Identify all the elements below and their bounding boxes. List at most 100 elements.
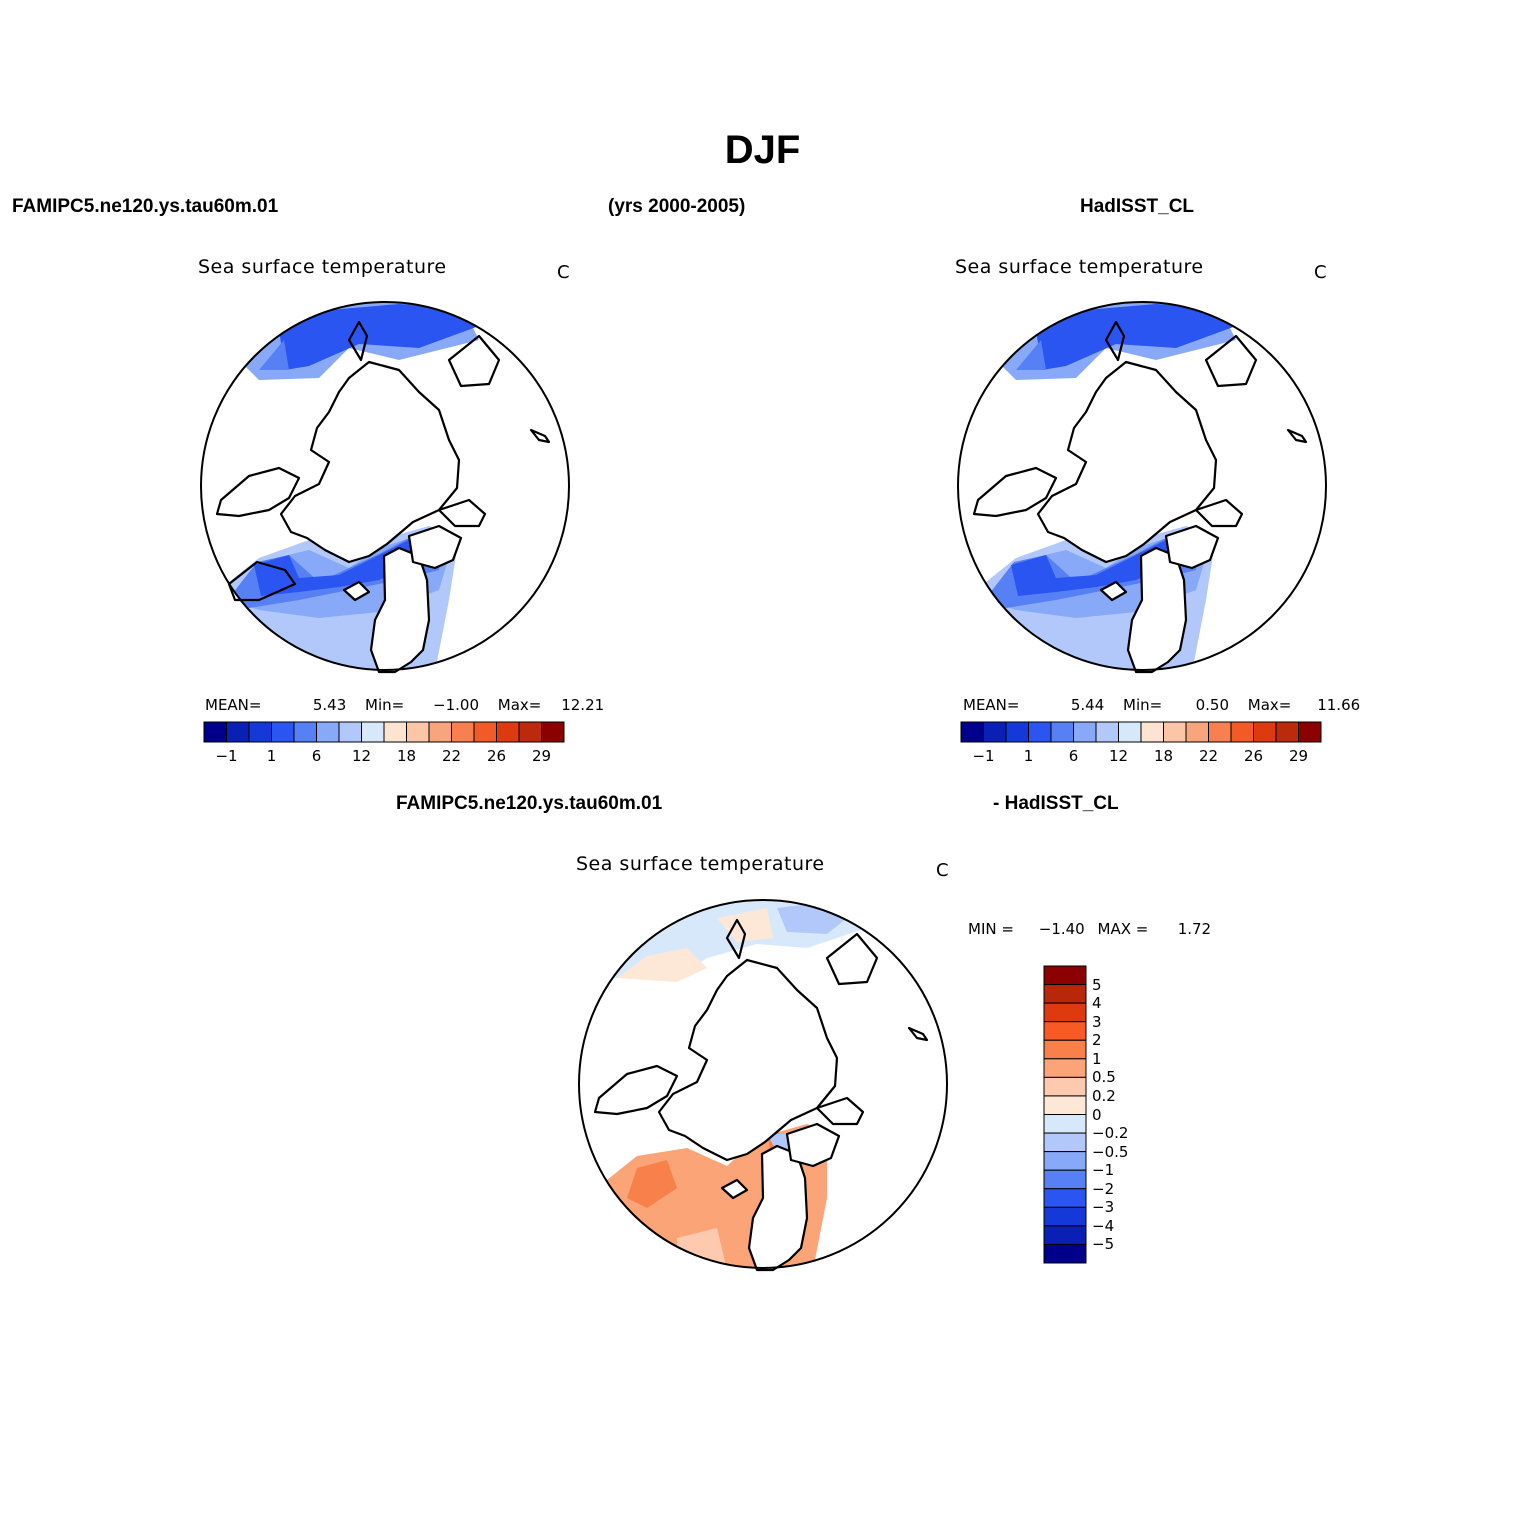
colorbar-tick-label: 0.2 [1092,1086,1116,1105]
colorbar-swatch [338,721,362,743]
coastlines [593,918,929,1272]
min-value: 0.50 [1195,696,1230,714]
colorbar-swatch [1043,1076,1087,1097]
map-obs [957,301,1327,674]
max-value: 11.66 [1317,696,1361,714]
min-label: MIN = [968,920,1014,938]
colorbar-swatch [1043,1021,1087,1041]
colorbar-swatch [1043,1151,1087,1171]
max-value: 1.72 [1177,920,1212,938]
colorbar-tick-label: 1 [1092,1049,1102,1068]
panel-model-units: C [557,262,570,283]
colorbar-swatch [1005,721,1029,743]
colorbar-swatch [1253,721,1277,743]
colorbar-tick-label: 26 [486,747,507,765]
colorbar-tick-label: 22 [441,747,462,765]
colorbar-swatch [293,721,317,743]
colorbar-swatch [1043,984,1087,1004]
min-label: Min= [365,696,405,714]
colorbar-tick-label: 22 [1198,747,1219,765]
map-diff [578,899,948,1272]
colorbar-swatch [1043,1058,1087,1078]
coastlines [215,320,551,674]
min-value: −1.00 [433,696,480,714]
colorbar-tick-label: 26 [1243,747,1264,765]
figure-title: DJF [724,128,801,172]
colorbar-swatch [361,721,385,743]
colorbar-swatch [1043,1132,1087,1153]
panel-model-title: Sea surface temperature [198,256,447,278]
diff-obs-name: - HadISST_CL [993,793,1119,814]
colorbar-diff-labels: 5 4 3 2 1 0.5 0.2 0 −0.2 −0.5 −1 −2 −3 −4 −5 [1092,966,1152,1263]
colorbar-swatch [1230,721,1254,743]
colorbar-tick-label: 12 [1108,747,1129,765]
colorbar-tick-label: 5 [1092,975,1102,994]
colorbar-swatch [518,721,542,743]
colorbar-swatch [1118,721,1142,743]
colorbar-swatch [1028,721,1052,743]
colorbar-swatch [1043,965,1087,986]
colorbar-tick-label: 4 [1092,994,1102,1013]
colorbar-swatch [1298,721,1322,743]
colorbar-diff [1043,965,1087,1264]
map-model [200,301,570,674]
colorbar-swatch [1073,721,1097,743]
colorbar-tick-label: −1 [972,747,995,765]
colorbar-tick-label: −1 [1092,1161,1115,1180]
obs-name: HadISST_CL [1080,196,1195,217]
max-value: 12.21 [561,696,605,714]
colorbar-swatch [203,721,227,743]
colorbar-swatch [1043,1188,1087,1208]
colorbar-swatch [316,721,340,743]
colorbar-tick-label: −3 [1092,1198,1115,1217]
colorbar-tick-label: 1 [1023,747,1034,765]
colorbar-swatch [983,721,1007,743]
colorbar-tick-label: −5 [1092,1235,1115,1254]
colorbar-swatch [1163,721,1187,743]
panel-obs-units: C [1314,262,1327,283]
colorbar-swatch [226,721,250,743]
colorbar-swatch [248,721,272,743]
mean-label: MEAN= [205,696,262,714]
max-label: MAX = [1097,920,1149,938]
min-value: −1.40 [1038,920,1085,938]
colorbar-swatch [1208,721,1232,743]
colorbar-tick-label: 3 [1092,1012,1102,1031]
colorbar-tick-label: 0.5 [1092,1068,1116,1087]
colorbar-tick-label: 18 [396,747,417,765]
colorbar-tick-label: 12 [351,747,372,765]
colorbar-swatch [271,721,295,743]
mean-value: 5.43 [312,696,347,714]
colorbar-swatch [496,721,520,743]
colorbar-swatch [473,721,497,743]
max-label: Max= [497,696,542,714]
coastlines [972,320,1308,674]
panel-diff-units: C [936,860,949,881]
min-label: Min= [1123,696,1163,714]
model-name: FAMIPC5.ne120.ys.tau60m.01 [12,196,279,217]
years-label: (yrs 2000-2005) [608,196,746,217]
stats-obs: MEAN= 5.44 Min= 0.50 Max= 11.66 [963,696,1360,714]
colorbar-model-labels: −1 1 6 12 18 22 26 29 [204,747,564,767]
colorbar-swatch [960,721,984,743]
colorbar-tick-label: 6 [311,747,322,765]
colorbar-swatch [1275,721,1299,743]
colorbar-tick-label: −2 [1092,1179,1115,1198]
colorbar-swatch [451,721,475,743]
colorbar-tick-label: 2 [1092,1031,1102,1050]
panel-diff-title: Sea surface temperature [576,853,825,875]
colorbar-swatch [383,721,407,743]
mean-value: 5.44 [1070,696,1105,714]
colorbar-swatch [1043,1169,1087,1190]
colorbar-swatch [1095,721,1119,743]
colorbar-tick-label: 29 [531,747,552,765]
colorbar-swatch [1050,721,1074,743]
colorbar-tick-label: −0.2 [1092,1124,1129,1143]
colorbar-tick-label: −1 [215,747,238,765]
colorbar-swatch [1043,1002,1087,1023]
colorbar-swatch [1043,1206,1087,1227]
stats-model: MEAN= 5.43 Min= −1.00 Max= 12.21 [205,696,604,714]
mean-label: MEAN= [963,696,1020,714]
max-label: Max= [1247,696,1292,714]
colorbar-swatch [1043,1095,1087,1115]
